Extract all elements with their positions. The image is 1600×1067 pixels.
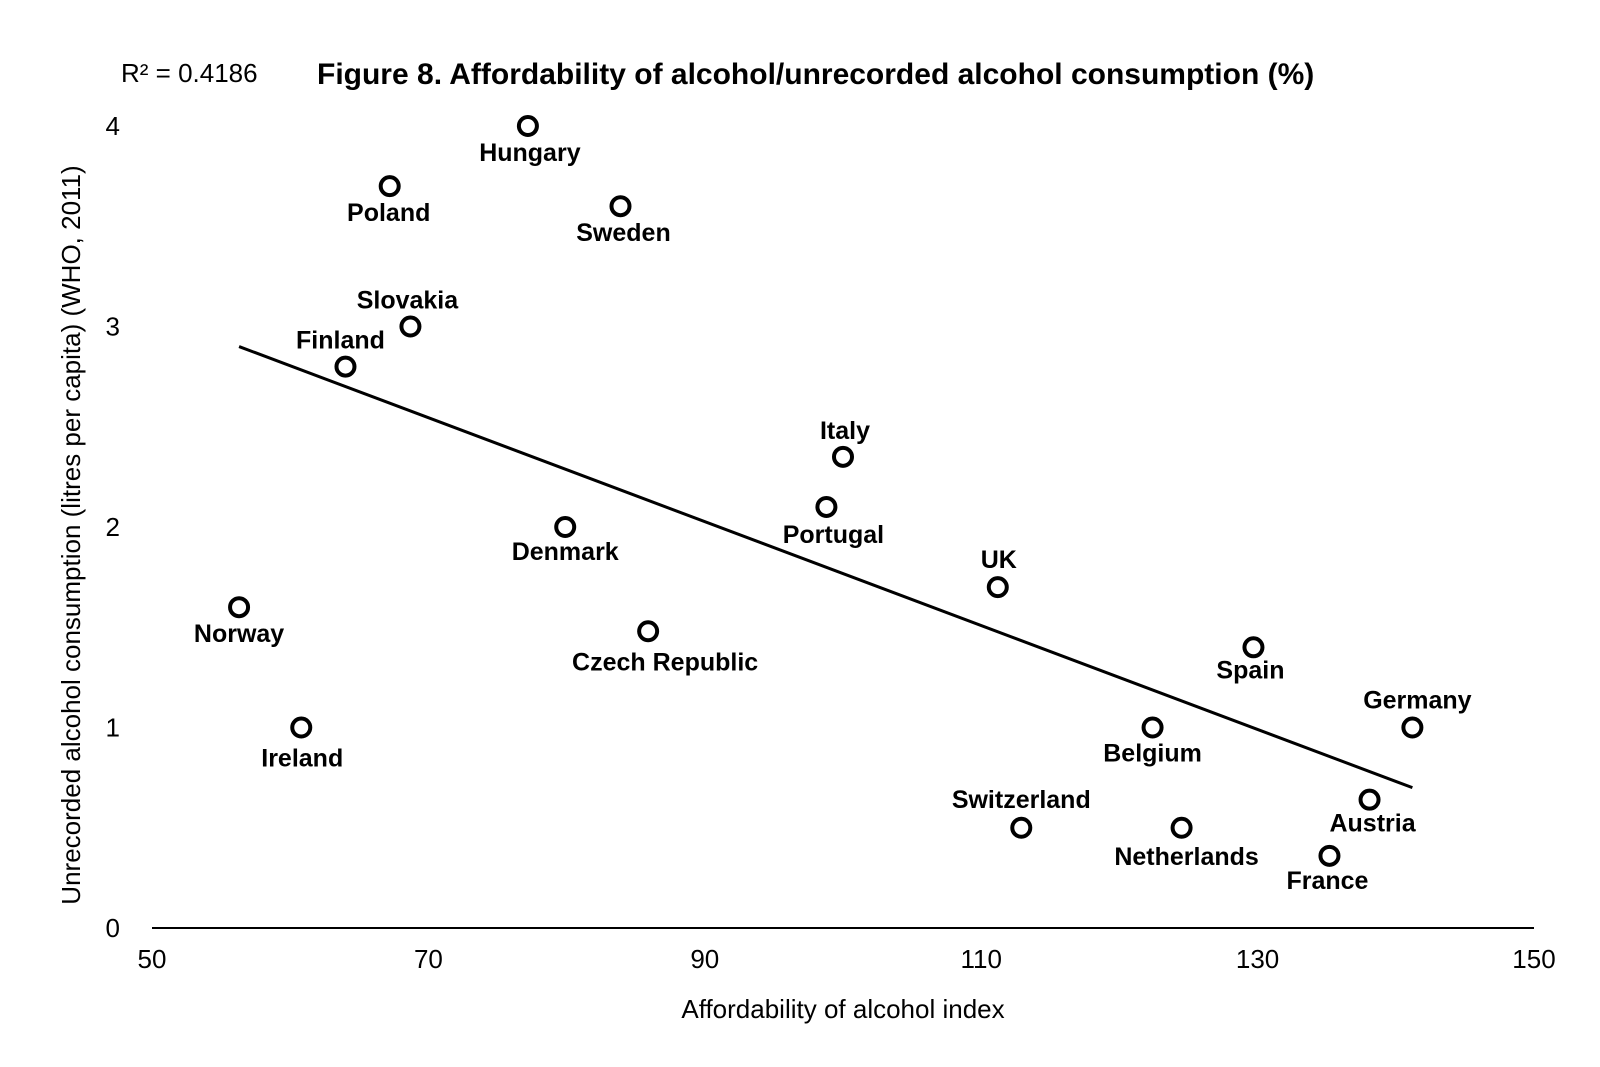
data-point <box>378 175 401 198</box>
x-tick-label: 70 <box>414 944 443 974</box>
data-point <box>228 596 251 619</box>
y-tick-label: 4 <box>106 111 120 141</box>
y-tick-label: 2 <box>106 512 120 542</box>
point-label: Austria <box>1329 810 1416 838</box>
point-label: Spain <box>1216 656 1284 684</box>
x-axis-label: Affordability of alcohol index <box>681 994 1004 1024</box>
point-label: Sweden <box>576 219 670 247</box>
y-tick-label: 1 <box>106 713 120 743</box>
data-point <box>637 620 660 643</box>
data-point <box>1358 788 1381 811</box>
x-tick-label: 130 <box>1236 944 1279 974</box>
data-point <box>1170 816 1193 839</box>
trendline <box>238 345 1413 790</box>
data-point <box>609 195 632 218</box>
y-axis-label: Unrecorded alcohol consumption (litres p… <box>56 165 86 904</box>
y-axis-ticks: 0 1 2 3 4 <box>106 111 120 943</box>
x-tick-label: 50 <box>138 944 167 974</box>
point-label: Poland <box>347 199 430 227</box>
point-label: Germany <box>1363 687 1471 715</box>
data-point <box>334 355 357 378</box>
x-tick-label: 150 <box>1512 944 1555 974</box>
data-point <box>1010 816 1033 839</box>
point-label: Belgium <box>1103 740 1202 768</box>
point-labels: Hungary Poland Sweden Slovakia Finland Italy P… <box>194 139 1472 895</box>
point-label: Italy <box>820 417 870 445</box>
data-point <box>290 716 313 739</box>
y-tick-label: 0 <box>106 913 120 943</box>
data-point <box>554 516 577 538</box>
point-label: Slovakia <box>357 287 460 315</box>
point-label: Hungary <box>479 139 581 167</box>
x-tick-label: 90 <box>690 944 719 974</box>
data-point <box>516 115 539 137</box>
chart-title: Figure 8. Affordability of alcohol/unrec… <box>317 58 1314 91</box>
point-label: Czech Republic <box>572 648 758 676</box>
point-label: Norway <box>194 620 284 648</box>
point-label: Portugal <box>783 521 884 549</box>
data-point <box>1401 716 1424 739</box>
point-label: UK <box>981 546 1017 574</box>
data-point <box>1242 636 1265 659</box>
data-points <box>228 115 1424 867</box>
point-label: Denmark <box>512 538 619 566</box>
data-point <box>399 315 422 338</box>
data-point <box>986 576 1009 599</box>
point-label: Netherlands <box>1114 843 1258 871</box>
data-point <box>1141 716 1164 739</box>
point-label: France <box>1286 867 1368 895</box>
y-tick-label: 3 <box>106 312 120 342</box>
point-label: Ireland <box>261 745 343 773</box>
x-axis-ticks: 50 70 90 110 130 150 <box>138 944 1556 974</box>
r-squared-annotation: R² = 0.4186 <box>121 58 258 88</box>
data-point <box>832 445 854 468</box>
data-point <box>1318 844 1341 867</box>
point-label: Finland <box>296 327 385 355</box>
data-point <box>815 495 838 518</box>
point-label: Switzerland <box>952 786 1091 814</box>
x-tick-label: 110 <box>960 944 1001 974</box>
